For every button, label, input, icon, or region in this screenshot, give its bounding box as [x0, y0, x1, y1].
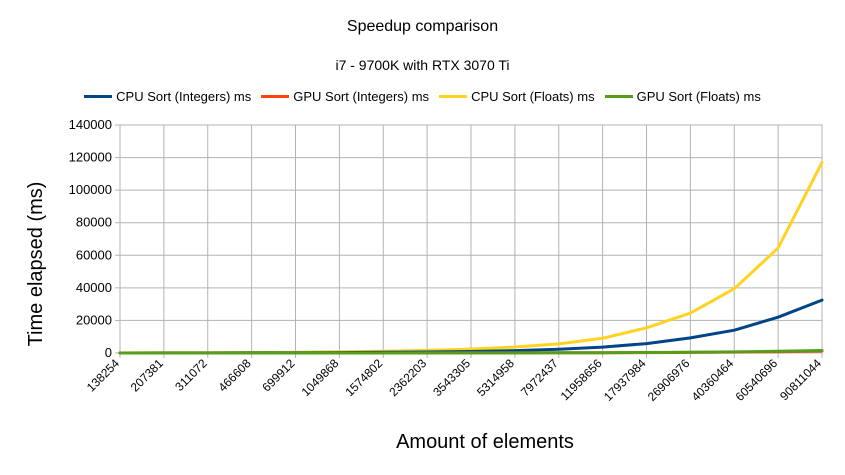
x-tick-label: 466608 — [216, 356, 254, 394]
legend-label-cpu-floats: CPU Sort (Floats) ms — [471, 89, 595, 104]
x-tick-label: 7972437 — [518, 356, 561, 399]
y-tick-label: 0 — [105, 345, 112, 360]
y-axis-title: Time elapsed (ms) — [25, 182, 47, 347]
x-axis-title: Amount of elements — [396, 431, 574, 453]
legend-item-gpu-integers: GPU Sort (Integers) ms — [261, 89, 429, 104]
chart-title: Speedup comparison — [346, 18, 499, 35]
legend-swatch-cpu-floats — [439, 95, 468, 98]
x-tick-label: 311072 — [172, 356, 210, 394]
legend-label-gpu-integers: GPU Sort (Integers) ms — [293, 89, 430, 104]
x-tick-label: 207381 — [128, 356, 166, 394]
x-tick-label: 5314958 — [474, 356, 517, 399]
y-tick-label: 100000 — [69, 182, 112, 197]
y-tick-label: 80000 — [76, 215, 112, 230]
series-line — [118, 349, 824, 355]
x-tick-label: 3543305 — [430, 356, 473, 399]
y-tick-label: 20000 — [76, 312, 112, 327]
chart-subtitle: i7 - 9700K with RTX 3070 Ti — [335, 57, 510, 73]
legend-item-gpu-floats: GPU Sort (Floats) ms — [604, 89, 761, 104]
x-tick-label: 2362203 — [386, 356, 429, 399]
x-tick-label: 138254 — [84, 356, 122, 394]
x-tick-label: 40360464 — [689, 356, 737, 404]
x-tick-label: 17937984 — [601, 356, 649, 404]
legend-swatch-gpu-integers — [261, 95, 290, 98]
y-tick-label: 120000 — [69, 150, 112, 165]
legend-item-cpu-floats: CPU Sort (Floats) ms — [439, 89, 595, 104]
legend-item-cpu-integers: CPU Sort (Integers) ms — [84, 89, 251, 104]
legend-swatch-cpu-integers — [84, 95, 113, 98]
x-tick-label: 1049868 — [299, 356, 342, 399]
y-tick-label: 60000 — [76, 247, 112, 262]
x-tick-label: 11958656 — [558, 356, 605, 403]
legend-swatch-gpu-floats — [604, 95, 633, 98]
x-tick-label: 26906976 — [645, 356, 693, 404]
y-tick-label: 40000 — [76, 280, 112, 295]
legend: CPU Sort (Integers) ms GPU Sort (Integer… — [0, 89, 845, 104]
y-tick-label: 140000 — [69, 117, 112, 132]
legend-label-cpu-integers: CPU Sort (Integers) ms — [116, 89, 252, 104]
x-tick-label: 90811044 — [777, 356, 824, 403]
x-tick-label: 1574802 — [342, 356, 385, 399]
x-tick-label: 60540696 — [733, 356, 781, 404]
legend-label-gpu-floats: GPU Sort (Floats) ms — [636, 89, 761, 104]
x-tick-label: 699912 — [259, 356, 297, 394]
